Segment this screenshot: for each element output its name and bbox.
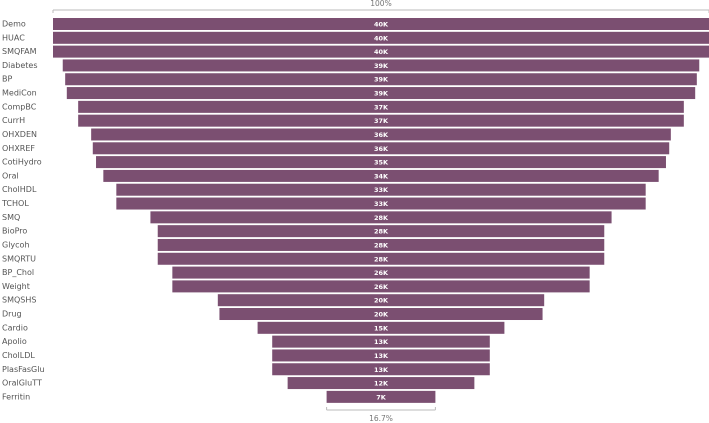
- funnel-bar: [257, 321, 505, 334]
- funnel-bar: [272, 335, 490, 348]
- funnel-bar: [92, 142, 670, 155]
- value-label: 37K: [374, 103, 389, 111]
- funnel-bar: [172, 280, 590, 293]
- value-label: 36K: [374, 145, 389, 153]
- value-label: 39K: [374, 62, 389, 70]
- funnel-bar: [103, 169, 659, 182]
- category-label: HUAC: [2, 33, 25, 42]
- value-label: 37K: [374, 117, 389, 125]
- category-label: Ferritin: [2, 392, 30, 401]
- category-label: SMQFAM: [2, 47, 37, 56]
- value-label: 39K: [374, 90, 389, 98]
- value-label: 40K: [374, 21, 389, 29]
- funnel-bar: [116, 197, 646, 210]
- value-label: 36K: [374, 131, 389, 139]
- category-label: TCHOL: [1, 199, 29, 208]
- value-label: 28K: [374, 228, 389, 236]
- value-label: 28K: [374, 241, 389, 249]
- value-label: 35K: [374, 159, 389, 167]
- value-label: 7K: [376, 393, 387, 401]
- category-label: BP: [2, 75, 12, 84]
- category-label: Demo: [2, 20, 26, 29]
- value-label: 28K: [374, 255, 389, 263]
- category-label: Apolio: [2, 337, 27, 346]
- category-label: Oral: [2, 171, 19, 180]
- category-label: CholHDL: [2, 185, 37, 194]
- category-label: PlasFasGlu: [2, 365, 45, 374]
- category-label: CompBC: [2, 102, 37, 111]
- funnel-bar: [150, 211, 612, 224]
- funnel-bar: [326, 390, 436, 403]
- value-label: 40K: [374, 34, 389, 42]
- category-label: Weight: [2, 282, 30, 291]
- category-label: CholLDL: [2, 351, 35, 360]
- value-label: 39K: [374, 76, 389, 84]
- category-label: Cardio: [2, 323, 28, 332]
- funnel-bar: [157, 225, 605, 238]
- funnel-bar: [91, 128, 671, 141]
- category-label: CurrH: [2, 116, 25, 125]
- funnel-bar: [66, 87, 696, 100]
- top-percent: 100%: [370, 0, 391, 8]
- category-label: BioPro: [2, 227, 27, 236]
- funnel-bar: [219, 308, 543, 321]
- category-label: CotiHydro: [2, 158, 42, 167]
- value-label: 13K: [374, 338, 389, 346]
- value-label: 26K: [374, 283, 389, 291]
- funnel-bar: [62, 59, 700, 72]
- value-label: 15K: [374, 324, 389, 332]
- category-label: OralGluTT: [2, 379, 42, 388]
- value-label: 20K: [374, 297, 389, 305]
- funnel-bar: [96, 156, 666, 169]
- category-label: BP_Chol: [2, 268, 34, 277]
- funnel-bar: [116, 183, 646, 196]
- funnel-bar: [65, 73, 697, 86]
- funnel-bar: [53, 45, 709, 58]
- category-label: MediCon: [2, 89, 37, 98]
- funnel-bar: [53, 18, 709, 30]
- category-label: SMQ: [2, 213, 20, 222]
- category-label: OHXDEN: [2, 130, 37, 139]
- value-label: 12K: [374, 380, 389, 388]
- value-label: 34K: [374, 172, 389, 180]
- funnel-bar: [53, 31, 709, 44]
- value-label: 33K: [374, 186, 389, 194]
- category-label: SMQRTU: [2, 254, 36, 263]
- funnel-bar: [272, 349, 490, 362]
- bottom-percent: 16.7%: [369, 414, 393, 423]
- funnel-bar: [287, 377, 475, 390]
- value-label: 28K: [374, 214, 389, 222]
- category-label: Glycoh: [2, 240, 30, 249]
- category-label: Drug: [2, 310, 22, 319]
- funnel-bar: [217, 294, 545, 307]
- value-label: 33K: [374, 200, 389, 208]
- value-label: 20K: [374, 311, 389, 319]
- category-label: SMQSHS: [2, 296, 36, 305]
- funnel-bar: [172, 266, 590, 279]
- category-label: OHXREF: [2, 144, 35, 153]
- value-label: 26K: [374, 269, 389, 277]
- category-label: Diabetes: [2, 61, 38, 70]
- funnel-bar: [272, 363, 490, 376]
- value-label: 13K: [374, 366, 389, 374]
- funnel-bar: [78, 100, 684, 113]
- funnel-bar: [157, 238, 605, 251]
- funnel-bar: [157, 252, 605, 265]
- value-label: 40K: [374, 48, 389, 56]
- funnel-bar: [78, 114, 684, 127]
- value-label: 13K: [374, 352, 389, 360]
